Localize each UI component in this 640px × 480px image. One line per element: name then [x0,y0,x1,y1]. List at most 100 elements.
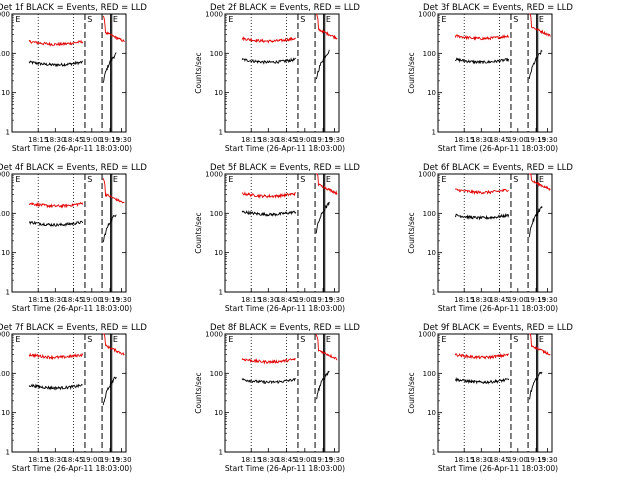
events-series [528,371,543,400]
marker-label: S [513,335,518,344]
events-series [315,49,330,80]
marker-label: E [326,175,331,184]
x-tick-label: 18:45 [63,456,83,464]
marker-label: E [228,175,233,184]
marker-label: S [513,175,518,184]
x-tick-label: 18:45 [489,296,509,304]
y-tick-label: 1 [219,449,223,457]
x-tick-label: 19:30 [537,456,557,464]
y-tick-label: 10 [427,409,436,417]
lld-series [529,333,551,356]
marker-label: E [441,175,446,184]
chart-title: Det 4f BLACK = Events, RED = LLD [0,163,147,173]
x-tick-label: 18:45 [276,456,296,464]
x-tick-label: 18:45 [276,296,296,304]
marker-label: E [441,15,446,24]
x-axis-label: Start Time (26-Apr-11 18:03:00) [225,144,345,153]
x-tick-label: 19:15 [313,136,333,144]
x-tick-label: 18:15 [454,456,474,464]
x-tick-label: 19:00 [82,456,102,464]
y-tick-label: 1 [6,129,10,137]
lld-series [454,352,510,360]
marker-label: S [300,15,305,24]
y-tick-label: 1000 [0,331,10,339]
y-axis-label: Counts/sec [407,212,416,253]
x-tick-label: 19:00 [508,296,528,304]
panel-4: Det 4f BLACK = Events, RED = LLD 1 10 100 10… [0,163,147,313]
events-series [102,376,117,406]
marker-label: E [228,15,233,24]
chart-title: Det 9f BLACK = Events, RED = LLD [423,323,573,333]
events-series [102,52,117,83]
y-tick-label: 10 [214,89,223,97]
chart-title: Det 5f BLACK = Events, RED = LLD [210,163,360,173]
lld-series [316,173,338,196]
x-tick-label: 18:15 [454,136,474,144]
events-series [528,49,543,80]
x-axis-label: Start Time (26-Apr-11 18:03:00) [438,304,558,313]
y-axis-label: Counts/sec [407,372,416,413]
panel-9: Det 9f BLACK = Events, RED = LLD 1 10 100 10… [407,323,573,473]
y-tick-label: 100 [0,50,10,58]
y-tick-label: 10 [1,409,10,417]
x-tick-label: 18:45 [276,136,296,144]
x-tick-label: 19:00 [508,136,528,144]
chart-title: Det 8f BLACK = Events, RED = LLD [210,323,360,333]
marker-label: E [228,335,233,344]
x-tick-label: 18:15 [28,456,48,464]
marker-label: E [15,15,20,24]
chart-title: Det 7f BLACK = Events, RED = LLD [0,323,147,333]
y-tick-label: 10 [1,89,10,97]
y-tick-label: 100 [423,50,436,58]
y-tick-label: 1000 [418,11,436,19]
y-tick-label: 1000 [205,11,223,19]
lld-series [28,352,84,361]
events-series [241,377,296,385]
events-series [315,201,330,234]
marker-label: S [300,335,305,344]
marker-label: S [300,175,305,184]
marker-label: E [326,15,331,24]
plot-frame [437,13,553,133]
x-tick-label: 18:45 [63,136,83,144]
y-tick-label: 1000 [205,171,223,179]
y-tick-label: 1000 [418,331,436,339]
plot-frame [224,333,340,453]
lld-series [103,333,125,356]
lld-series [28,39,84,47]
chart-title: Det 3f BLACK = Events, RED = LLD [423,3,573,13]
y-tick-label: 10 [427,89,436,97]
x-tick-label: 18:15 [241,456,261,464]
panel-3: Det 3f BLACK = Events, RED = LLD 1 10 100 10… [407,3,573,153]
y-tick-label: 1 [432,289,436,297]
x-tick-label: 18:30 [45,136,65,144]
x-tick-label: 18:45 [489,456,509,464]
x-tick-label: 19:30 [111,296,131,304]
plot-frame [11,173,127,293]
x-tick-label: 18:30 [45,296,65,304]
x-axis-label: Start Time (26-Apr-11 18:03:00) [438,144,558,153]
y-tick-label: 100 [210,370,223,378]
x-tick-label: 18:30 [471,136,491,144]
x-tick-label: 19:15 [526,296,546,304]
x-tick-label: 19:15 [313,296,333,304]
x-tick-label: 18:15 [28,296,48,304]
x-tick-label: 18:30 [258,136,278,144]
x-tick-label: 19:00 [82,296,102,304]
x-tick-label: 18:30 [471,296,491,304]
x-tick-label: 19:15 [313,456,333,464]
lld-series [529,13,551,37]
x-tick-label: 19:00 [295,456,315,464]
y-tick-label: 100 [423,370,436,378]
marker-label: E [539,15,544,24]
panel-2: Det 2f BLACK = Events, RED = LLD 1 10 100 10… [194,3,360,153]
events-series [455,57,510,65]
marker-label: E [113,15,118,24]
y-tick-label: 100 [423,210,436,218]
x-axis-label: Start Time (26-Apr-11 18:03:00) [225,304,345,313]
y-tick-label: 1 [432,129,436,137]
lld-series [529,173,551,192]
x-tick-label: 19:15 [100,136,120,144]
x-tick-label: 18:30 [258,296,278,304]
y-tick-label: 100 [0,370,10,378]
